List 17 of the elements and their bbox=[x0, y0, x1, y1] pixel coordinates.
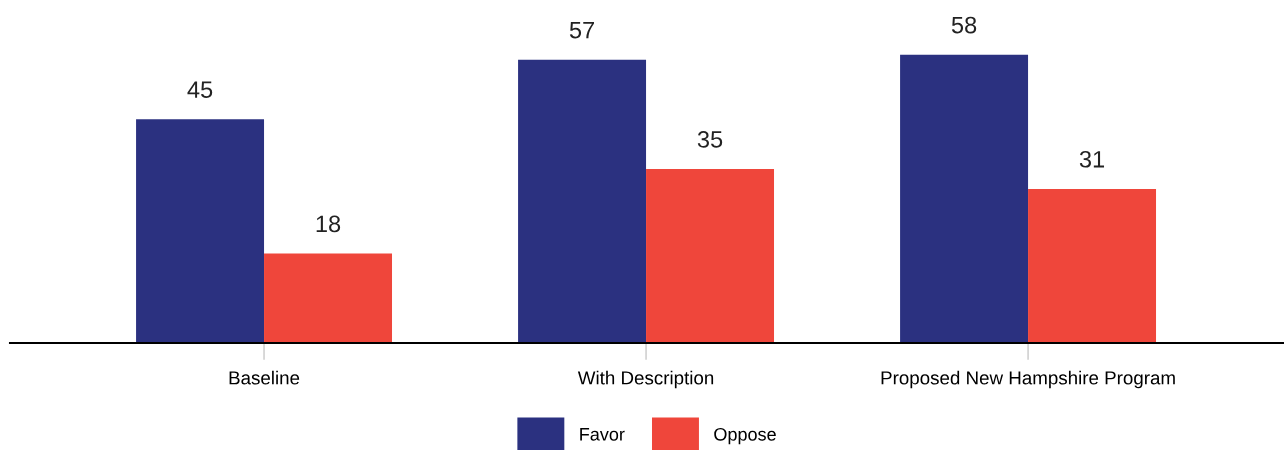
x-tick-label: Proposed New Hampshire Program bbox=[881, 370, 1175, 389]
bar bbox=[136, 119, 265, 343]
data-label: 31 bbox=[1079, 150, 1105, 168]
bar bbox=[518, 59, 647, 343]
bar bbox=[1028, 188, 1157, 343]
data-label: 58 bbox=[951, 16, 977, 34]
data-label: 35 bbox=[697, 131, 723, 148]
bar bbox=[264, 253, 393, 343]
x-tick-label: Baseline bbox=[229, 370, 300, 385]
legend-label: Oppose bbox=[714, 427, 776, 445]
legend-label: Favor bbox=[580, 428, 625, 441]
x-tick-label: With Description bbox=[577, 370, 714, 389]
bar bbox=[900, 54, 1029, 343]
data-label: 45 bbox=[187, 81, 213, 99]
data-label: 18 bbox=[316, 215, 341, 233]
data-label: 57 bbox=[569, 21, 595, 39]
bar bbox=[646, 169, 775, 343]
